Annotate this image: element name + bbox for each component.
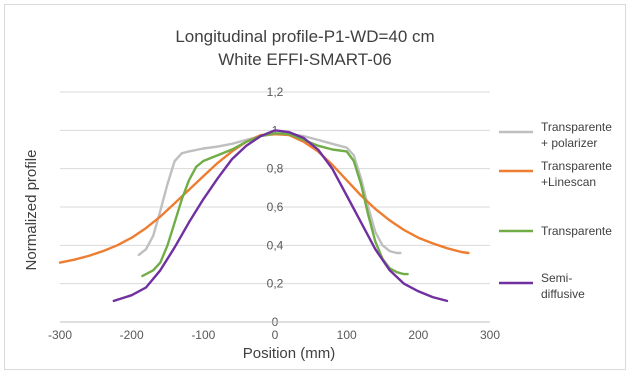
legend-label-3: Transparente — [541, 224, 612, 238]
legend-label-4: Semi-diffusive — [541, 271, 585, 301]
legend-label-2: Transparente +Linescan — [541, 159, 612, 189]
x-tick-label: -200 — [120, 328, 144, 342]
y-axis-ticks: 00,20,40,60,811,2 — [267, 85, 284, 329]
chart-title: Longitudinal profile-P1-WD=40 cm White E… — [175, 27, 434, 69]
y-tick-label: 0,2 — [267, 277, 284, 291]
x-axis-title: Position (mm) — [243, 345, 336, 362]
x-tick-label: 100 — [337, 328, 357, 342]
x-tick-label: -100 — [191, 328, 215, 342]
legend-label-line: diffusive — [541, 287, 585, 301]
legend-label-line: Semi- — [541, 271, 572, 285]
series-line-3 — [141, 131, 409, 278]
chart-title-line-2: White EFFI-SMART-06 — [218, 50, 392, 69]
chart-frame: Longitudinal profile-P1-WD=40 cm White E… — [4, 4, 626, 370]
y-tick-label: 1,2 — [267, 85, 284, 99]
x-axis: -300 -200 -100 0 100 200 300 — [48, 321, 500, 342]
x-tick-label: 200 — [408, 328, 428, 342]
series-line-2 — [58, 132, 470, 264]
legend-label-line: Transparente — [541, 120, 612, 134]
series-lines — [58, 129, 470, 303]
legend-label-1: Transparente + polarizer — [541, 120, 612, 150]
legend-label-line: +Linescan — [541, 175, 596, 189]
line-chart: Longitudinal profile-P1-WD=40 cm White E… — [23, 27, 612, 362]
legend-label-line: Transparente — [541, 159, 612, 173]
x-tick-label: 300 — [480, 328, 500, 342]
legend: Transparente + polarizer Transparente +Line… — [499, 120, 612, 301]
series-line-4 — [112, 129, 449, 303]
y-axis-title: Normalized profile — [23, 150, 40, 271]
y-tick-label: 0,4 — [267, 238, 284, 252]
gridlines — [60, 91, 490, 285]
legend-label-line: + polarizer — [541, 136, 597, 150]
x-tick-label: -300 — [48, 328, 72, 342]
chart-title-line-1: Longitudinal profile-P1-WD=40 cm — [175, 27, 434, 46]
y-tick-label: 0,8 — [267, 162, 284, 176]
x-tick-label: 0 — [272, 328, 279, 342]
legend-label-line: Transparente — [541, 224, 612, 238]
y-tick-label: 0,6 — [267, 200, 284, 214]
